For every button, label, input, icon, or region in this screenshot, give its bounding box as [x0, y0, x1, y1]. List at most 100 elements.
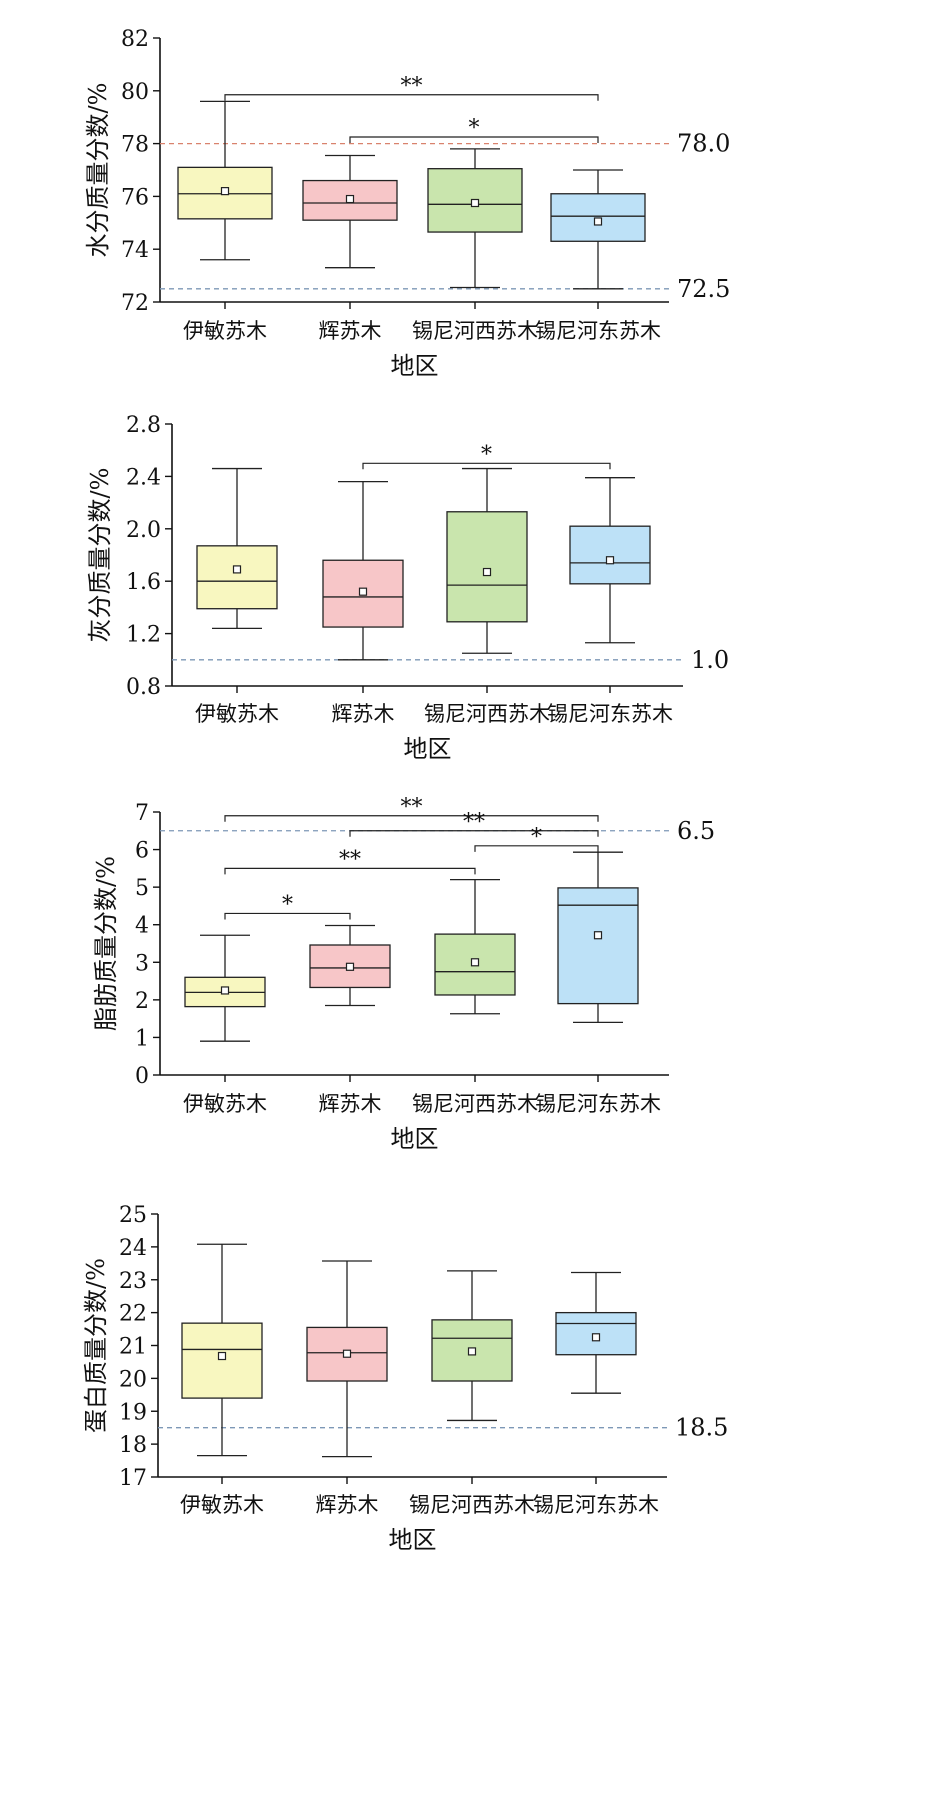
- x-tick-label: 伊敏苏木: [195, 702, 279, 726]
- box-4: [550, 169, 646, 290]
- x-tick-label: 锡尼河东苏木: [547, 702, 673, 726]
- y-tick-label: 0: [135, 1064, 149, 1089]
- y-tick-label: 22: [119, 1302, 147, 1327]
- mean-marker: [482, 567, 492, 577]
- x-tick-label: 伊敏苏木: [180, 1493, 264, 1517]
- bracket-line: [349, 136, 599, 143]
- mean-marker: [342, 1349, 352, 1358]
- significance-label: **: [463, 810, 485, 835]
- mean-marker: [345, 194, 355, 204]
- mean-marker: [470, 958, 480, 967]
- y-tick-label: 23: [119, 1269, 147, 1294]
- significance-bracket: **: [224, 847, 476, 875]
- x-tick-label: 伊敏苏木: [183, 319, 267, 343]
- y-tick-label: 24: [119, 1236, 147, 1261]
- bracket-line: [349, 830, 599, 837]
- significance-bracket: *: [224, 892, 351, 920]
- y-tick-label: 3: [135, 951, 149, 976]
- y-tick-label: 1.6: [126, 570, 161, 595]
- x-tick-label: 锡尼河东苏木: [535, 319, 661, 343]
- y-tick-label: 19: [119, 1400, 147, 1425]
- significance-bracket: *: [349, 116, 599, 143]
- x-tick-label: 锡尼河东苏木: [533, 1493, 659, 1517]
- box-3: [446, 467, 528, 654]
- box-3: [431, 1270, 513, 1422]
- bracket-line: [224, 815, 599, 822]
- reference-line-label: 18.5: [675, 1414, 728, 1442]
- y-tick-label: 82: [121, 27, 149, 52]
- reference-line-label: 1.0: [691, 646, 729, 674]
- significance-label: **: [339, 847, 361, 872]
- x-axis-title: 地区: [389, 1526, 437, 1554]
- box-4: [569, 477, 651, 644]
- significance-label: *: [531, 825, 542, 850]
- significance-bracket: **: [224, 795, 599, 822]
- mean-marker: [593, 217, 603, 226]
- y-tick-label: 17: [119, 1466, 147, 1491]
- box-2: [306, 1260, 388, 1458]
- y-tick-label: 20: [119, 1367, 147, 1392]
- x-tick-label: 锡尼河西苏木: [409, 1493, 535, 1517]
- y-tick-label: 0.8: [126, 675, 161, 700]
- mean-marker: [358, 587, 368, 596]
- x-tick-label: 辉苏木: [319, 319, 382, 343]
- y-tick-label: 1: [135, 1026, 149, 1051]
- box-3: [434, 878, 516, 1015]
- x-tick-label: 锡尼河西苏木: [412, 1092, 538, 1116]
- y-tick-label: 5: [135, 876, 149, 901]
- y-tick-label: 76: [121, 185, 149, 210]
- reference-line-label: 6.5: [677, 817, 715, 845]
- y-axis-title: 脂肪质量分数/%: [92, 856, 120, 1031]
- box-1: [184, 934, 266, 1042]
- y-tick-label: 4: [135, 914, 149, 939]
- mean-marker: [232, 565, 242, 574]
- significance-label: *: [469, 116, 480, 141]
- box-2: [322, 480, 404, 661]
- reference-line-label: 72.5: [677, 275, 730, 303]
- box-2: [309, 924, 391, 1007]
- box-1: [181, 1243, 263, 1457]
- y-tick-label: 74: [121, 238, 149, 263]
- significance-label: *: [282, 892, 293, 917]
- x-axis-title: 地区: [391, 1125, 439, 1153]
- mean-marker: [467, 1347, 477, 1356]
- bracket-line: [224, 867, 476, 875]
- bracket-line: [474, 845, 599, 852]
- iqr-box: [569, 525, 651, 585]
- x-tick-label: 锡尼河西苏木: [412, 319, 538, 343]
- significance-bracket: **: [224, 74, 599, 101]
- x-tick-label: 辉苏木: [332, 702, 395, 726]
- mean-marker: [345, 962, 355, 971]
- y-tick-label: 25: [119, 1203, 147, 1228]
- x-tick-label: 辉苏木: [316, 1493, 379, 1517]
- bracket-line: [362, 462, 611, 470]
- significance-bracket: **: [349, 810, 599, 837]
- y-tick-label: 80: [121, 80, 149, 105]
- reference-line-label: 78.0: [677, 130, 730, 158]
- mean-marker: [217, 1351, 227, 1361]
- y-tick-label: 6: [135, 839, 149, 864]
- y-tick-label: 7: [135, 801, 149, 826]
- y-tick-label: 72: [121, 291, 149, 316]
- x-axis-title: 地区: [404, 735, 452, 763]
- x-tick-label: 伊敏苏木: [183, 1092, 267, 1116]
- y-tick-label: 2.4: [126, 465, 161, 490]
- y-tick-label: 1.2: [126, 623, 161, 648]
- y-tick-label: 2: [135, 989, 149, 1014]
- y-tick-label: 18: [119, 1433, 147, 1458]
- mean-marker: [220, 187, 230, 196]
- significance-label: **: [401, 795, 423, 820]
- mean-marker: [593, 931, 603, 940]
- y-axis-title: 水分质量分数/%: [84, 83, 112, 258]
- significance-label: *: [481, 442, 492, 467]
- significance-bracket: *: [362, 442, 611, 470]
- mean-marker: [470, 198, 480, 208]
- significance-label: **: [401, 74, 423, 99]
- iqr-box: [446, 511, 528, 623]
- iqr-box: [181, 1322, 263, 1399]
- x-axis-title: 地区: [391, 352, 439, 380]
